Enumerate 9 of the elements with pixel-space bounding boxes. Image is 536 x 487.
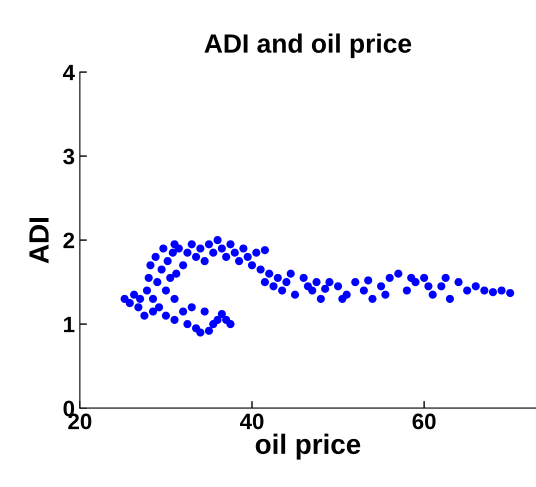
- y-tick-label: 4: [62, 64, 75, 80]
- y-axis-title: ADI: [29, 218, 49, 264]
- y-tick-label: 3: [63, 148, 74, 164]
- chart-title: ADI and oil price: [204, 34, 412, 58]
- x-tick-label: 40: [240, 414, 264, 430]
- y-tick-label: 1: [64, 316, 74, 332]
- y-tick-label: 2: [63, 232, 74, 248]
- x-tick-label: 60: [412, 414, 436, 430]
- x-axis-title: oil price: [256, 434, 360, 460]
